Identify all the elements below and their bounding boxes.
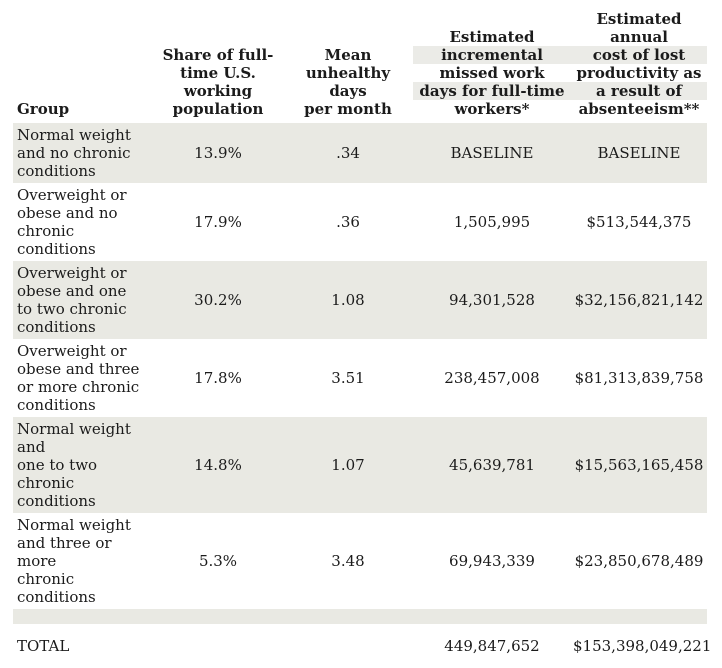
table-row: Overweight or obese and three or more ch… xyxy=(13,339,707,417)
cell-missed-days: BASELINE xyxy=(450,144,534,162)
total-row: TOTAL 449,847,652 $153,398,049,221 xyxy=(13,624,712,668)
cell-mean-days: 3.48 xyxy=(331,552,365,570)
cell-group: Normal weight and three or more chronic … xyxy=(17,516,131,606)
absenteeism-table: Group Share of full- time U.S. working p… xyxy=(13,10,712,668)
table-body: Normal weight and no chronic conditions … xyxy=(13,123,712,668)
cell-missed-days: 69,943,339 xyxy=(449,552,535,570)
cell-group: Normal weight and no chronic conditions xyxy=(17,126,131,180)
cell-cost: $153,398,049,221 xyxy=(573,637,712,655)
cell-missed-days: 94,301,528 xyxy=(449,291,535,309)
column-header-mean-days: Mean unhealthy days per month xyxy=(304,46,392,118)
column-header-missed-days: Estimated incremental missed work days f… xyxy=(413,10,571,123)
column-header-share: Share of full- time U.S. working populat… xyxy=(162,46,274,118)
cell-mean-days xyxy=(283,624,413,668)
table-row: Overweight or obese and no chronic condi… xyxy=(13,183,707,261)
cell-share: 14.8% xyxy=(194,456,242,474)
cell-share: 30.2% xyxy=(194,291,242,309)
cell-cost: $15,563,165,458 xyxy=(574,456,704,474)
cell-group: Overweight or obese and one to two chron… xyxy=(17,264,127,336)
cell-share: 17.9% xyxy=(194,213,242,231)
column-header-group: Group xyxy=(17,100,70,118)
cell-missed-days: 45,639,781 xyxy=(449,456,535,474)
table-row: Normal weight and one to two chronic con… xyxy=(13,417,707,513)
table-row: Normal weight and no chronic conditions … xyxy=(13,123,707,183)
table-header: Group Share of full- time U.S. working p… xyxy=(13,10,707,123)
cell-share: 13.9% xyxy=(194,144,242,162)
cell-group: Normal weight and one to two chronic con… xyxy=(17,420,131,510)
cell-group: Overweight or obese and three or more ch… xyxy=(17,342,140,414)
cell-mean-days: .36 xyxy=(336,213,360,231)
table-row: Overweight or obese and one to two chron… xyxy=(13,261,707,339)
table-row: Normal weight and three or more chronic … xyxy=(13,513,707,609)
cell-mean-days: .34 xyxy=(336,144,360,162)
spacer-row xyxy=(13,609,707,624)
spacer-cell xyxy=(13,609,707,624)
cell-group: TOTAL xyxy=(17,637,70,655)
header-row: Group Share of full- time U.S. working p… xyxy=(13,10,707,123)
cell-group: Overweight or obese and no chronic condi… xyxy=(17,186,127,258)
cell-cost: $513,544,375 xyxy=(586,213,692,231)
cell-cost: $23,850,678,489 xyxy=(574,552,704,570)
cell-missed-days: 1,505,995 xyxy=(453,213,531,231)
cell-cost: BASELINE xyxy=(597,144,681,162)
cell-cost: $81,313,839,758 xyxy=(574,369,704,387)
cell-share: 5.3% xyxy=(198,552,238,570)
cell-missed-days: 449,847,652 xyxy=(444,637,540,655)
cell-mean-days: 3.51 xyxy=(331,369,365,387)
cell-mean-days: 1.07 xyxy=(331,456,365,474)
cell-share: 17.8% xyxy=(194,369,242,387)
cell-share xyxy=(153,624,283,668)
column-header-cost: Estimated annual cost of lost productivi… xyxy=(571,10,707,123)
cell-missed-days: 238,457,008 xyxy=(444,369,540,387)
cell-mean-days: 1.08 xyxy=(331,291,365,309)
cell-cost: $32,156,821,142 xyxy=(574,291,704,309)
